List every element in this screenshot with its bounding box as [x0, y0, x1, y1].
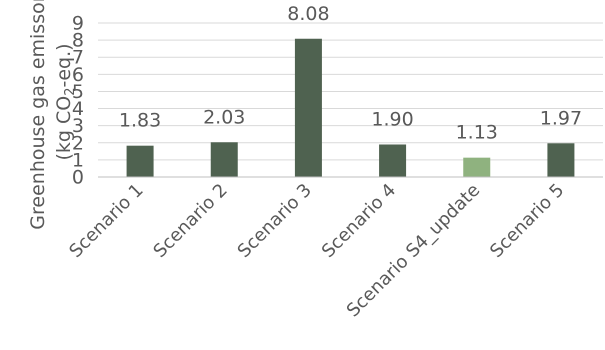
y-axis-title: Greenhouse gas emissons (kg CO2-eq.) — [27, 0, 78, 230]
data-label: 1.83 — [119, 110, 161, 132]
y-tick-label: 5 — [72, 81, 84, 103]
category-label: Scenario 5 — [486, 180, 568, 262]
data-label: 1.13 — [456, 122, 498, 144]
y-tick-label: 7 — [72, 47, 84, 69]
y-tick-label: 0 — [72, 167, 84, 189]
bars — [126, 38, 575, 178]
category-label: Scenario 2 — [149, 180, 231, 262]
data-labels: 1.83 2.03 8.08 1.90 1.13 1.97 — [119, 3, 582, 144]
bar — [294, 38, 322, 178]
y-tick-label: 2 — [72, 132, 84, 154]
y-axis-title-line-2: (kg CO2-eq.) — [53, 43, 78, 160]
y-axis-title-unit-prefix: (kg CO — [53, 96, 75, 161]
data-label: 1.97 — [540, 107, 582, 129]
y-tick-label: 3 — [72, 115, 84, 137]
y-tick-label: 8 — [72, 30, 84, 52]
category-label: Scenario 4 — [318, 180, 400, 262]
y-tick-label: 4 — [72, 98, 84, 120]
gridlines — [98, 22, 603, 161]
bar — [126, 145, 154, 177]
bar — [379, 144, 407, 177]
data-label: 2.03 — [203, 106, 245, 128]
y-axis-title-line-1: Greenhouse gas emissons — [27, 0, 49, 230]
bar — [547, 143, 575, 177]
category-label: Scenario 1 — [65, 180, 147, 262]
y-axis-title-unit-suffix: -eq.) — [53, 43, 75, 87]
data-label: 1.90 — [371, 108, 413, 130]
y-tick-label: 6 — [72, 64, 84, 86]
data-label: 8.08 — [287, 3, 329, 25]
bar — [210, 142, 238, 177]
y-tick-label: 9 — [72, 13, 84, 35]
bar — [463, 157, 491, 177]
y-axis-title-unit-subscript: 2 — [63, 88, 78, 96]
category-label: Scenario 3 — [234, 180, 316, 262]
y-tick-label: 1 — [72, 149, 84, 171]
category-labels: Scenario 1 Scenario 2 Scenario 3 Scenario 4… — [65, 180, 568, 322]
